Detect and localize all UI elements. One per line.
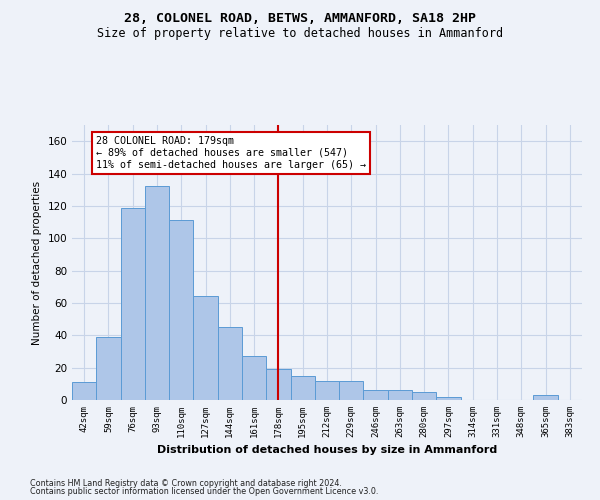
Bar xyxy=(388,390,412,400)
Bar xyxy=(364,390,388,400)
Text: Size of property relative to detached houses in Ammanford: Size of property relative to detached ho… xyxy=(97,28,503,40)
Bar xyxy=(193,296,218,400)
Bar xyxy=(290,376,315,400)
Bar xyxy=(218,327,242,400)
Bar xyxy=(412,392,436,400)
Bar xyxy=(72,382,96,400)
Bar xyxy=(339,380,364,400)
Bar xyxy=(266,370,290,400)
Bar xyxy=(96,337,121,400)
Bar xyxy=(533,395,558,400)
Bar xyxy=(315,380,339,400)
Bar xyxy=(169,220,193,400)
X-axis label: Distribution of detached houses by size in Ammanford: Distribution of detached houses by size … xyxy=(157,446,497,456)
Bar xyxy=(145,186,169,400)
Text: Contains public sector information licensed under the Open Government Licence v3: Contains public sector information licen… xyxy=(30,487,379,496)
Bar xyxy=(436,397,461,400)
Bar xyxy=(242,356,266,400)
Text: 28, COLONEL ROAD, BETWS, AMMANFORD, SA18 2HP: 28, COLONEL ROAD, BETWS, AMMANFORD, SA18… xyxy=(124,12,476,26)
Text: 28 COLONEL ROAD: 179sqm
← 89% of detached houses are smaller (547)
11% of semi-d: 28 COLONEL ROAD: 179sqm ← 89% of detache… xyxy=(96,136,366,170)
Bar xyxy=(121,208,145,400)
Y-axis label: Number of detached properties: Number of detached properties xyxy=(32,180,42,344)
Text: Contains HM Land Registry data © Crown copyright and database right 2024.: Contains HM Land Registry data © Crown c… xyxy=(30,478,342,488)
